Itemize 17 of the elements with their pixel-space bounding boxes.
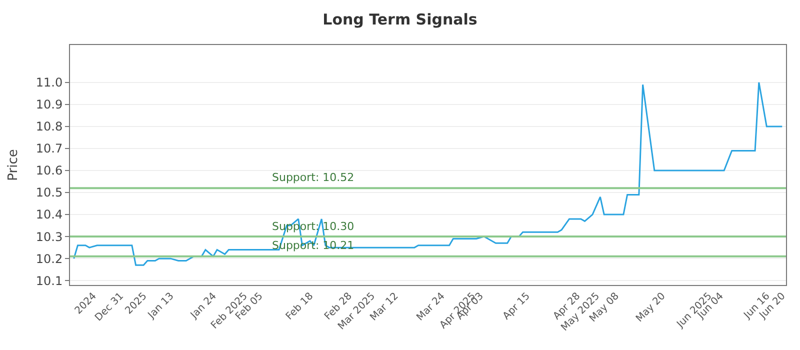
x-tick-label: Jan 13	[146, 290, 176, 322]
y-tick-label: 10.7	[36, 142, 63, 156]
y-tick-label: 10.1	[36, 274, 63, 288]
x-tick-label: Feb 18	[284, 290, 316, 322]
y-tick-label: 10.2	[36, 252, 63, 266]
line-series	[73, 82, 783, 266]
y-axis-title: Price	[6, 149, 21, 181]
y-tick-label: 10.5	[36, 186, 63, 200]
ref-line-label: Support: 10.52	[272, 171, 354, 184]
y-tick-label: 10.3	[36, 230, 63, 244]
y-tick-label: 10.8	[36, 120, 63, 134]
x-tick-label: Apr 15	[501, 290, 532, 322]
y-tick-label: 10.4	[36, 208, 63, 222]
y-tick-label: 10.9	[36, 98, 63, 112]
chart-title: Long Term Signals	[322, 10, 478, 28]
y-tick-label: 10.6	[36, 164, 63, 178]
y-tick-label: 11.0	[36, 76, 63, 90]
